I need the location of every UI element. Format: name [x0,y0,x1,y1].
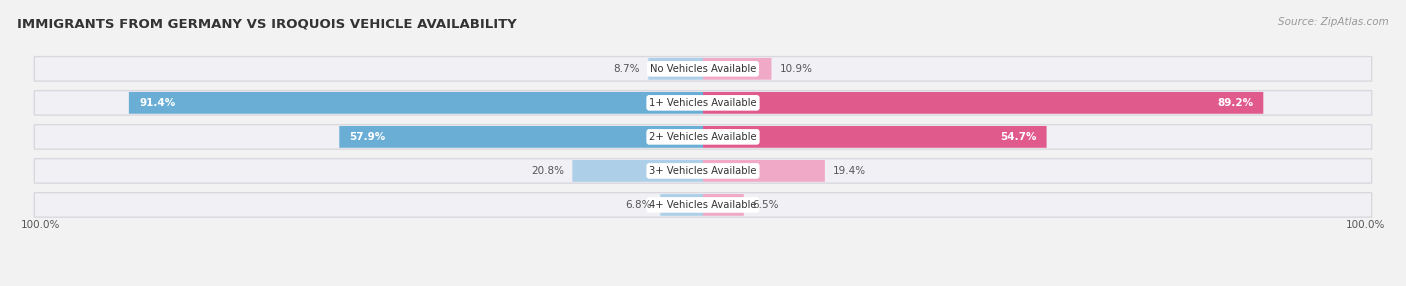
Text: Source: ZipAtlas.com: Source: ZipAtlas.com [1278,17,1389,27]
FancyBboxPatch shape [703,194,744,216]
FancyBboxPatch shape [648,58,703,80]
Text: 19.4%: 19.4% [832,166,866,176]
Text: No Vehicles Available: No Vehicles Available [650,64,756,74]
FancyBboxPatch shape [129,92,703,114]
Text: 100.0%: 100.0% [21,220,60,230]
Text: 6.5%: 6.5% [752,200,779,210]
Text: 54.7%: 54.7% [1000,132,1036,142]
FancyBboxPatch shape [34,91,1372,115]
Text: 3+ Vehicles Available: 3+ Vehicles Available [650,166,756,176]
Text: 6.8%: 6.8% [626,200,652,210]
FancyBboxPatch shape [703,126,1046,148]
Text: 57.9%: 57.9% [350,132,385,142]
FancyBboxPatch shape [703,160,825,182]
Text: 1+ Vehicles Available: 1+ Vehicles Available [650,98,756,108]
FancyBboxPatch shape [339,126,703,148]
Text: 20.8%: 20.8% [531,166,564,176]
FancyBboxPatch shape [703,92,1264,114]
Text: IMMIGRANTS FROM GERMANY VS IROQUOIS VEHICLE AVAILABILITY: IMMIGRANTS FROM GERMANY VS IROQUOIS VEHI… [17,17,516,30]
Text: 8.7%: 8.7% [614,64,640,74]
Text: 100.0%: 100.0% [1346,220,1385,230]
FancyBboxPatch shape [34,125,1372,149]
Text: 4+ Vehicles Available: 4+ Vehicles Available [650,200,756,210]
FancyBboxPatch shape [661,194,703,216]
Text: 2+ Vehicles Available: 2+ Vehicles Available [650,132,756,142]
FancyBboxPatch shape [572,160,703,182]
Text: 89.2%: 89.2% [1218,98,1253,108]
FancyBboxPatch shape [34,159,1372,183]
Text: 91.4%: 91.4% [139,98,176,108]
FancyBboxPatch shape [34,57,1372,81]
Text: 10.9%: 10.9% [779,64,813,74]
FancyBboxPatch shape [34,193,1372,217]
FancyBboxPatch shape [703,58,772,80]
